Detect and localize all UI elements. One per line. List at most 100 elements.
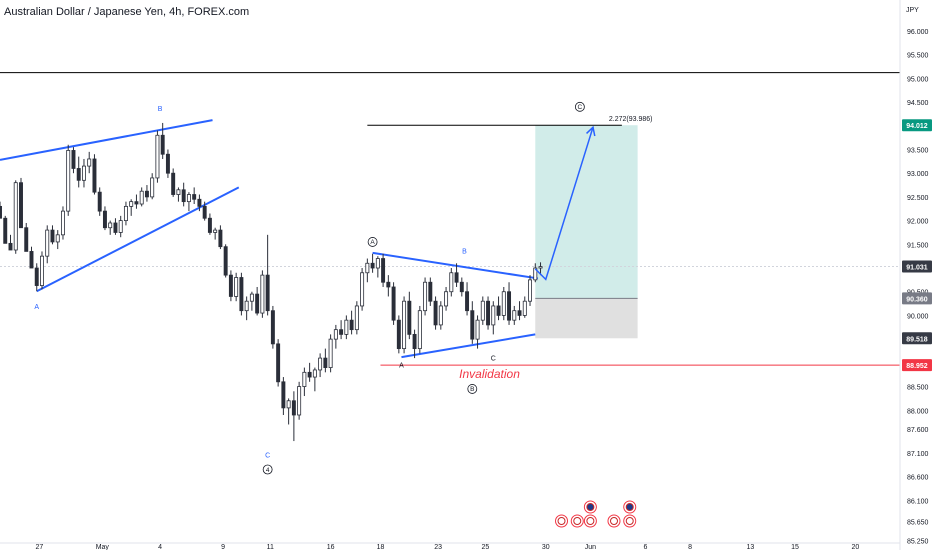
candle[interactable]: [260, 274, 265, 314]
candle[interactable]: [160, 134, 165, 155]
candle[interactable]: [318, 357, 323, 371]
candle[interactable]: [417, 310, 422, 350]
candle[interactable]: [218, 229, 223, 248]
price-label-box[interactable]: [902, 332, 932, 345]
price-label-box[interactable]: [902, 359, 932, 372]
candle[interactable]: [118, 220, 123, 233]
stop-zone[interactable]: [535, 298, 638, 339]
candle[interactable]: [134, 201, 139, 205]
candle[interactable]: [323, 357, 328, 368]
candle[interactable]: [412, 333, 417, 350]
candle[interactable]: [81, 165, 86, 181]
candle[interactable]: [391, 286, 396, 321]
candle[interactable]: [186, 194, 191, 203]
candle[interactable]: [176, 189, 181, 195]
candle[interactable]: [60, 210, 65, 236]
candle[interactable]: [192, 194, 197, 200]
candle[interactable]: [428, 281, 433, 302]
candle[interactable]: [344, 319, 349, 335]
candle[interactable]: [92, 158, 97, 193]
candle[interactable]: [433, 300, 438, 326]
candle[interactable]: [381, 258, 386, 283]
candle[interactable]: [213, 229, 218, 233]
candle[interactable]: [40, 255, 44, 286]
candle[interactable]: [449, 272, 454, 293]
candle[interactable]: [108, 222, 113, 229]
candle[interactable]: [13, 182, 18, 251]
candle[interactable]: [360, 272, 365, 307]
candle[interactable]: [538, 266, 543, 269]
price-label-box[interactable]: [902, 119, 932, 132]
price-axis[interactable]: [900, 0, 932, 550]
candle[interactable]: [407, 300, 412, 335]
candle[interactable]: [249, 293, 254, 302]
candle[interactable]: [512, 310, 517, 321]
candle[interactable]: [129, 201, 134, 207]
price-label-box[interactable]: [902, 260, 932, 273]
candle[interactable]: [207, 217, 212, 233]
candle[interactable]: [438, 305, 443, 326]
trend-line[interactable]: [372, 251, 539, 280]
candle[interactable]: [113, 222, 118, 233]
candle[interactable]: [459, 281, 464, 293]
candle[interactable]: [491, 305, 496, 326]
candle[interactable]: [223, 246, 228, 276]
candle[interactable]: [3, 217, 8, 244]
candle[interactable]: [444, 291, 449, 307]
candle[interactable]: [144, 190, 149, 198]
candle[interactable]: [475, 319, 480, 340]
candle[interactable]: [496, 305, 501, 316]
price-label-box[interactable]: [902, 292, 932, 305]
trend-line[interactable]: [0, 119, 213, 161]
candle[interactable]: [76, 168, 81, 181]
candle[interactable]: [66, 150, 71, 212]
candle[interactable]: [102, 210, 107, 229]
candle[interactable]: [522, 300, 527, 316]
target-zone[interactable]: [535, 125, 638, 299]
candle[interactable]: [386, 281, 391, 288]
candle[interactable]: [276, 343, 281, 383]
candle[interactable]: [34, 267, 39, 286]
candle[interactable]: [202, 205, 207, 219]
candle[interactable]: [302, 371, 307, 387]
candle[interactable]: [197, 198, 202, 207]
candle[interactable]: [155, 134, 160, 179]
candle[interactable]: [423, 281, 428, 312]
candle[interactable]: [465, 291, 470, 312]
candle[interactable]: [370, 262, 375, 269]
candle[interactable]: [286, 400, 291, 409]
candle[interactable]: [291, 400, 296, 416]
candle[interactable]: [486, 300, 491, 326]
candle[interactable]: [265, 274, 270, 312]
candle[interactable]: [228, 274, 233, 297]
candle[interactable]: [139, 190, 144, 205]
candle[interactable]: [307, 371, 312, 378]
candle[interactable]: [150, 177, 155, 198]
trend-line[interactable]: [401, 333, 536, 359]
candle[interactable]: [0, 205, 2, 219]
candle[interactable]: [165, 153, 170, 174]
candle[interactable]: [8, 242, 13, 251]
symbol-title[interactable]: Australian Dollar / Japanese Yen, 4h, FO…: [4, 6, 250, 18]
candle[interactable]: [55, 234, 60, 243]
candle[interactable]: [312, 369, 317, 378]
candle[interactable]: [533, 267, 538, 281]
candle[interactable]: [244, 300, 249, 312]
candle[interactable]: [255, 293, 260, 314]
candle[interactable]: [339, 329, 344, 335]
candle[interactable]: [507, 291, 512, 321]
candle[interactable]: [365, 262, 370, 274]
candle[interactable]: [470, 310, 475, 340]
candle[interactable]: [297, 386, 302, 416]
candle[interactable]: [239, 277, 244, 312]
candle[interactable]: [333, 329, 338, 340]
candle[interactable]: [375, 258, 380, 269]
candle[interactable]: [349, 319, 354, 331]
candle[interactable]: [354, 305, 359, 331]
candle[interactable]: [171, 172, 176, 195]
candle[interactable]: [87, 158, 92, 167]
candle[interactable]: [97, 191, 102, 212]
candle[interactable]: [528, 279, 533, 302]
